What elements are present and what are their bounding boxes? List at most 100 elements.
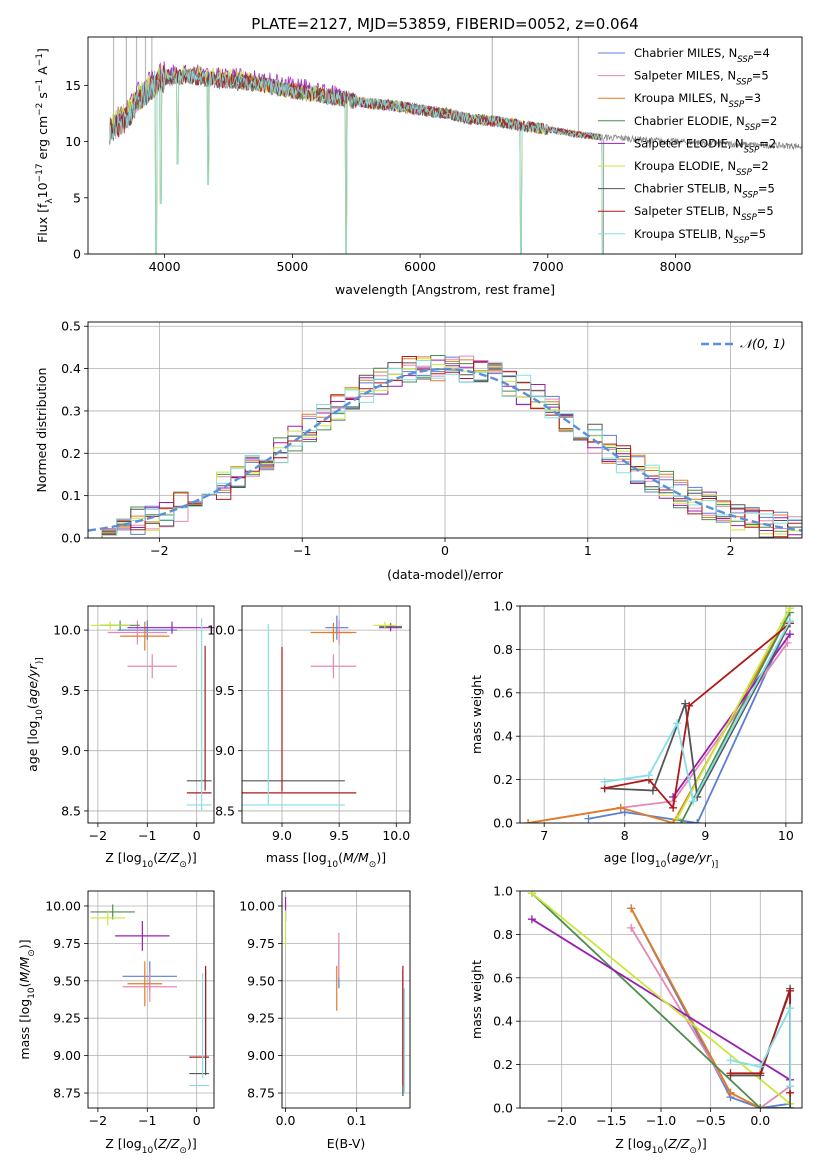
weight-marker-kroupa_miles <box>627 904 636 913</box>
plot-area-mass_vs_Z <box>90 904 210 1087</box>
age_vs_Z-ylabel-part: age [log <box>25 721 40 772</box>
legend-nssp-sub: SSP <box>736 78 752 88</box>
legend-nssp-value: =2 <box>760 114 777 128</box>
legend-entry-chabrier_elodie: Chabrier ELODIE, NSSP=2 <box>634 114 777 133</box>
legend-nssp-sub: SSP <box>736 168 752 178</box>
legend-model-name: Chabrier STELIB, N <box>634 182 742 196</box>
x-tick-label: 0.0 <box>276 1113 296 1128</box>
x-tick-label: −1 <box>138 1113 156 1128</box>
weight-marker-kroupa_stelib <box>673 719 682 728</box>
y-tick-label: 0.1 <box>61 488 81 503</box>
mass_vs_Z-xlabel-part: ( <box>153 1136 158 1151</box>
spectrum-ylabel-part: ] <box>35 48 50 53</box>
age_vs_Z-xlabel-part: Z [log <box>105 850 141 865</box>
y-tick-label: 9.5 <box>61 683 81 698</box>
weight-line-chabrier_miles <box>588 620 791 823</box>
weight-marker-chabrier_stelib <box>648 786 657 795</box>
legend-nssp-sub: SSP <box>729 100 745 110</box>
legend-entry-salpeter_elodie: Salpeter ELODIE, NSSP=2 <box>634 136 776 155</box>
y-tick-label: 8.5 <box>61 803 81 818</box>
weight-marker-kroupa_stelib <box>600 777 609 786</box>
y-tick-label: 9.75 <box>247 936 275 951</box>
weight-marker-kroupa_stelib <box>644 771 653 780</box>
legend-entry-chabrier_miles: Chabrier MILES, NSSP=4 <box>634 46 770 65</box>
legend-nssp-value: =5 <box>758 182 775 196</box>
legend-model-name: Chabrier ELODIE, N <box>634 114 745 128</box>
y-tick-label: 9.25 <box>247 1011 275 1026</box>
weight-marker-kroupa_stelib <box>756 1062 765 1071</box>
weight-marker-kroupa_stelib <box>785 617 794 626</box>
plot-area-residuals <box>88 355 802 538</box>
weight-marker-salpeter_miles <box>783 638 792 647</box>
y-tick-label: 0 <box>73 247 81 262</box>
x-tick-label: −2 <box>150 543 168 558</box>
legend-entry-kroupa_miles: Kroupa MILES, NSSP=3 <box>634 91 761 110</box>
y-tick-label: 0.4 <box>493 1014 513 1029</box>
mass_weight_vs_age-xlabel-part: age/yr <box>671 850 712 865</box>
age_vs_Z-ylabel-part: ( <box>25 704 40 709</box>
weight-marker-kroupa_stelib <box>786 1004 795 1013</box>
axes-frame <box>87 321 803 539</box>
y-tick-label: 8.75 <box>247 1086 275 1101</box>
legend-entry-chabrier_stelib: Chabrier STELIB, NSSP=5 <box>634 182 775 201</box>
weight-marker-chabrier_miles <box>584 814 593 823</box>
x-tick-label: −2.0 <box>547 1113 577 1128</box>
figure-title: PLATE=2127, MJD=53859, FIBERID=0052, z=0… <box>251 15 638 33</box>
age_vs_mass-xlabel-text: mass [log10(M/M⊙)] <box>266 850 386 870</box>
age_vs_mass-xlabel: mass [log10(M/M⊙)] <box>266 850 386 870</box>
y-tick-label: 10.0 <box>53 623 81 638</box>
weight-marker-chabrier_miles <box>693 819 702 823</box>
legend-nssp-value: =2 <box>752 159 769 173</box>
axes-frame <box>87 605 215 824</box>
x-tick-label: 0 <box>193 828 201 843</box>
weight-marker-salpeter_stelib <box>786 986 795 995</box>
mass_vs_Z-xlabel-part: ⊙ <box>179 1146 187 1156</box>
weight-line-chabrier_miles <box>630 907 791 1108</box>
y-tick-label: 0.0 <box>61 531 81 546</box>
age_vs_Z-ylabel-part: )] <box>35 657 45 664</box>
y-tick-label: 8.5 <box>215 803 235 818</box>
weight-line-chabrier_elodie <box>531 892 791 1108</box>
weight-marker-chabrier_stelib <box>786 1104 795 1108</box>
mass_weight_vs_Z-xlabel-part: Z [log <box>615 1136 651 1151</box>
age_vs_Z-xlabel: Z [log10(Z/Z⊙)] <box>105 850 196 870</box>
plot-area-spectrum <box>109 37 802 254</box>
y-tick-label: 0.6 <box>493 685 513 700</box>
mass_vs_Z-xlabel-part: Z/Z <box>157 1136 180 1151</box>
x-tick-label: 8000 <box>660 259 692 274</box>
legend-nssp-value: =5 <box>749 227 766 241</box>
spectrum-model-kroupa_stelib <box>109 67 603 254</box>
mass_vs_ebv-xlabel: E(B-V) <box>327 1136 366 1151</box>
mass_vs_Z-xlabel-part: 10 <box>142 1146 154 1156</box>
weight-marker-chabrier_stelib <box>681 699 690 708</box>
age_vs_Z-xlabel-part: Z/Z <box>157 850 180 865</box>
legend-nssp-value: =2 <box>759 136 776 150</box>
legend-nssp-value: =5 <box>757 204 774 218</box>
legend-nssp-sub: SSP <box>737 55 753 65</box>
weight-marker-kroupa_miles <box>524 819 533 823</box>
legend-model-name: Salpeter STELIB, N <box>634 204 741 218</box>
x-tick-label: −2 <box>89 828 107 843</box>
mass_weight_vs_Z-ylabel: mass weight <box>469 960 484 1039</box>
residuals-ylabel: Normed distribution <box>34 368 49 493</box>
age_vs_Z-ylabel-text: age [log10(age/yr)] <box>25 657 45 772</box>
mass_vs_Z-xlabel-part: )] <box>187 1136 197 1151</box>
panel-residuals: −2 −1 0 1 2 0.0 0.1 0.2 0.3 0.4 0.5 𝒩(0, 1) (data-mo… <box>34 319 803 582</box>
y-tick-label: 0.3 <box>61 403 81 418</box>
weight-line-kroupa_elodie <box>676 607 791 820</box>
mass_weight_vs_age-xlabel-part: age [log <box>604 850 655 865</box>
legend-nssp-sub: SSP <box>745 123 761 133</box>
residuals-xlabel: (data-model)/error <box>387 567 504 582</box>
weight-marker-chabrier_elodie <box>756 1104 765 1108</box>
legend-nssp-sub: SSP <box>741 213 757 223</box>
mass_weight_vs_Z-xlabel-part: Z/Z <box>667 1136 690 1151</box>
legend-nssp-value: =4 <box>753 46 770 60</box>
mass_weight_vs_age-xlabel-part: ( <box>666 850 671 865</box>
x-tick-label: 0.1 <box>347 1113 367 1128</box>
y-tick-label: 9.75 <box>53 936 81 951</box>
age_vs_mass-xlabel-part: 10 <box>327 860 339 870</box>
y-tick-label: 9.50 <box>53 973 81 988</box>
y-tick-label: 15 <box>65 78 81 93</box>
